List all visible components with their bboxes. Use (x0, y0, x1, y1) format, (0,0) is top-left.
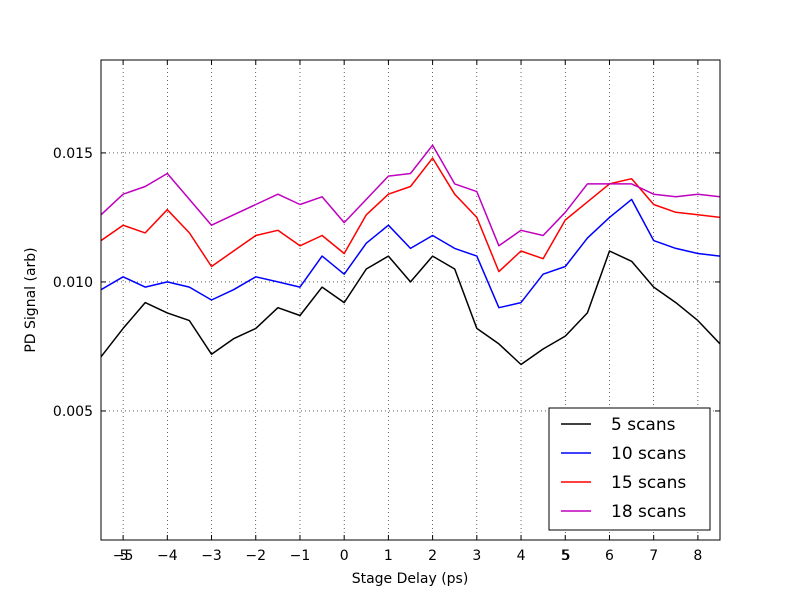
plot-area-frame (100, 59, 721, 541)
y-tick-label: 0.010 (53, 275, 93, 291)
x-tick-label: 1 (384, 548, 393, 564)
series-line-5-scans (101, 250, 720, 366)
x-tick-label-overprint: 5 (562, 548, 571, 564)
y-axis-title: PD Signal (arb) (23, 247, 39, 352)
x-tick-label: 3 (472, 548, 481, 564)
x-tick-label: −2 (245, 548, 266, 564)
x-tick-label: −4 (157, 548, 178, 564)
legend-label-5-scans: 5 scans (611, 415, 676, 435)
legend: 5 scans 10 scans 15 scans 18 scans (548, 407, 711, 531)
series-line-15-scans (101, 157, 720, 273)
y-tick-label: 0.005 (53, 404, 93, 420)
x-tick-label: 5 (561, 548, 570, 564)
series-lines (101, 144, 720, 366)
legend-label-10-scans: 10 scans (611, 444, 686, 464)
x-tick-label: −5 (113, 548, 134, 564)
x-tick-label: 6 (605, 548, 614, 564)
legend-box (548, 407, 711, 531)
x-tick-label: 0 (340, 548, 349, 564)
x-tick-label-overprint: 5 (120, 548, 129, 564)
x-tick-label: 7 (649, 548, 658, 564)
x-tick-label: 2 (428, 548, 437, 564)
legend-label-18-scans: 18 scans (611, 502, 686, 522)
series-line-10-scans (101, 198, 720, 309)
legend-label-15-scans: 15 scans (611, 473, 686, 493)
x-tick-label: −1 (290, 548, 311, 564)
x-axis-title: Stage Delay (ps) (352, 571, 469, 587)
x-tick-label: 8 (693, 548, 702, 564)
axis-ticks (101, 60, 720, 540)
x-tick-label: −3 (201, 548, 222, 564)
y-tick-label: 0.015 (53, 146, 93, 162)
series-line-18-scans (101, 144, 720, 247)
x-tick-label: 4 (517, 548, 526, 564)
